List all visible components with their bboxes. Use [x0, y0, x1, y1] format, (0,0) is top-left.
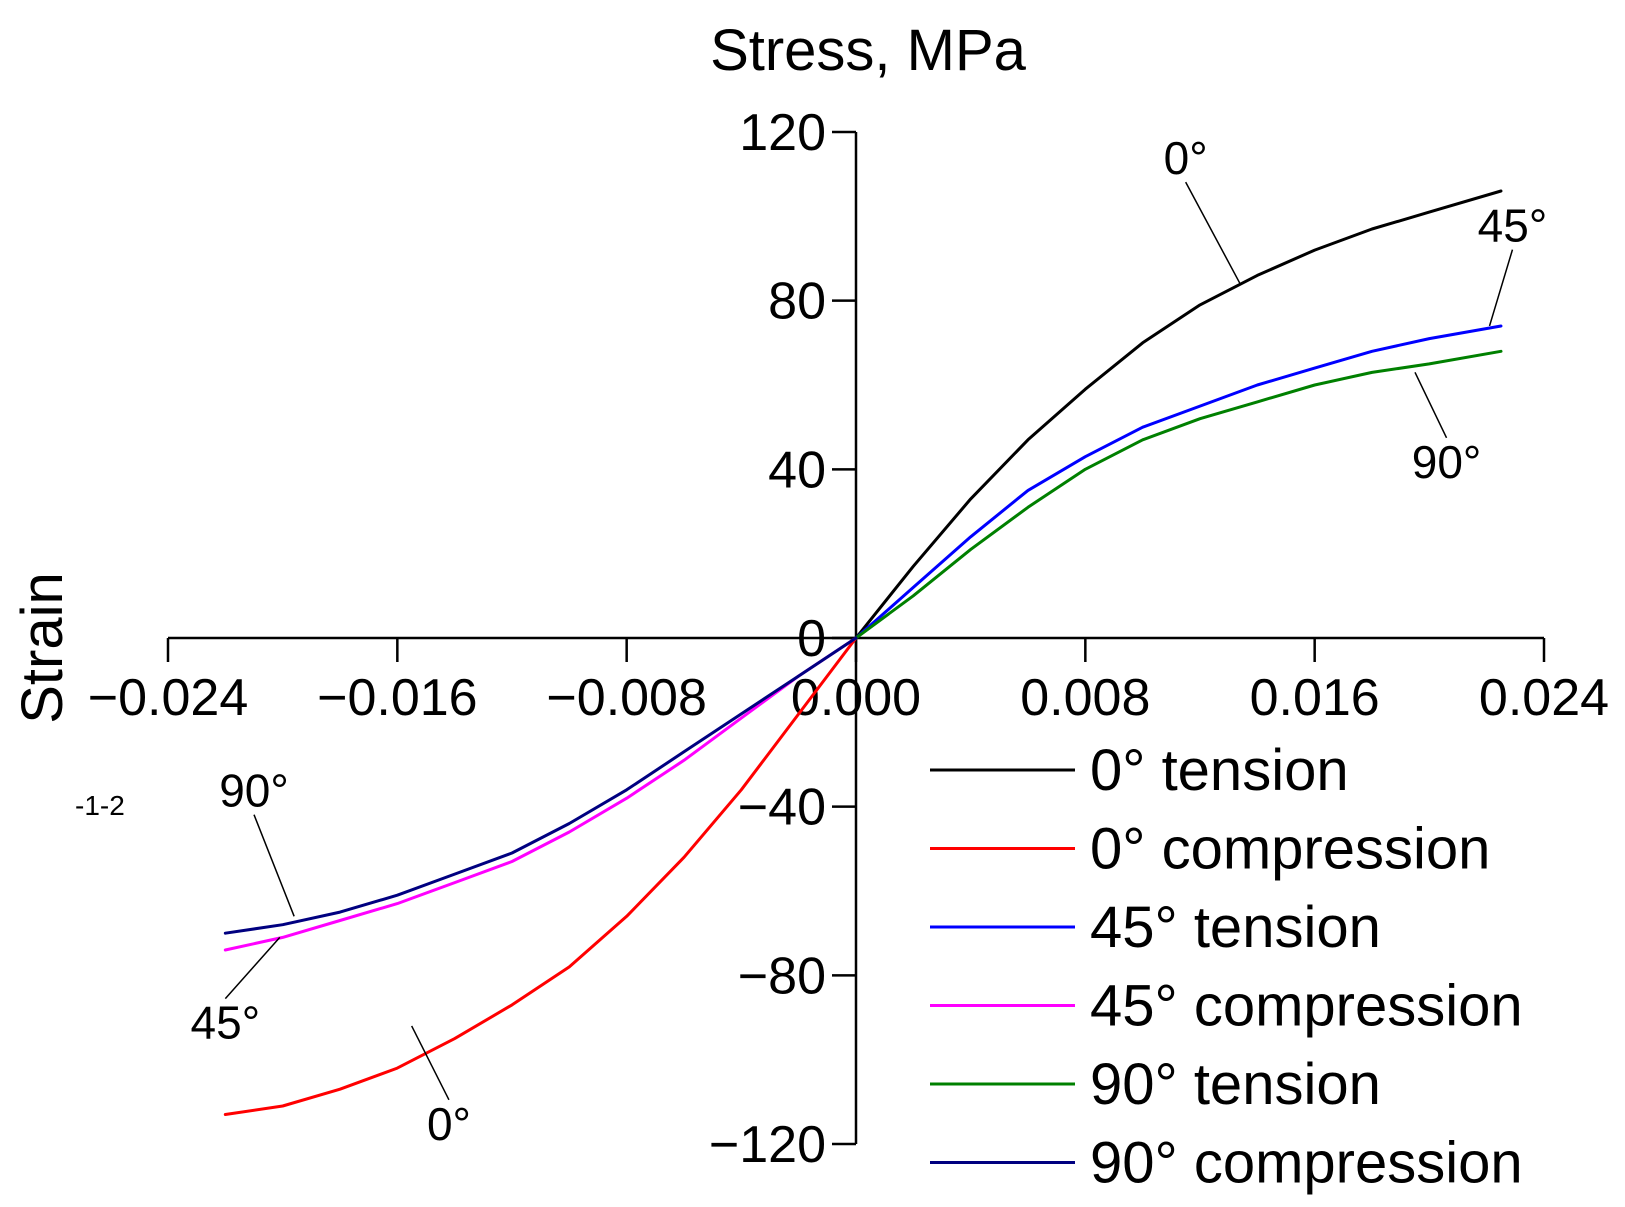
y-tick-label: −80 [738, 947, 826, 1005]
legend-label: 90° tension [1090, 1052, 1381, 1117]
axes: −0.024 −0.016 −0.008 0.000 0.008 0.016 0.024 12… [88, 104, 1609, 1174]
stray-label: -1-2 [75, 790, 125, 821]
annotation-label: 45° [1478, 200, 1548, 252]
series-line-5 [854, 349, 1503, 640]
y-tick-label: 80 [768, 273, 826, 331]
x-tick-label: 0.024 [1479, 669, 1609, 727]
series-layer [223, 189, 1503, 1116]
x-tick-label: −0.016 [317, 669, 478, 727]
series-line-3 [854, 324, 1503, 640]
y-tick-label: 40 [768, 441, 826, 499]
annotation-label: 45° [191, 997, 261, 1049]
annotation-leader [224, 936, 281, 1000]
annotation-leader [1185, 181, 1241, 285]
series-line-2 [223, 636, 858, 1116]
annotation-layer: 0° 45° 90° 90° 45° 0° [191, 132, 1548, 1150]
x-axis-title: Strain [10, 572, 75, 724]
series-line-4 [223, 636, 858, 952]
annotation-label: 90° [1412, 436, 1482, 488]
y-tick-label: −120 [709, 1116, 826, 1174]
x-tick-label: −0.008 [546, 669, 707, 727]
legend-label: 45° tension [1090, 895, 1381, 960]
series-line-6 [223, 636, 858, 935]
y-tick-label: −40 [738, 779, 826, 837]
y-tick-label: 120 [739, 104, 826, 162]
y-axis-title: Stress, MPa [710, 18, 1027, 83]
y-tick-label: 0 [797, 610, 826, 668]
annotation-label: 0° [427, 1098, 471, 1150]
legend-label: 90° compression [1090, 1131, 1523, 1196]
series-line-1 [854, 189, 1503, 640]
annotation-leader [253, 814, 295, 917]
annotation-label: 0° [1164, 132, 1208, 184]
annotation-leader [410, 1025, 450, 1101]
annotation-leader [1414, 372, 1448, 439]
legend-label: 45° compression [1090, 974, 1523, 1039]
x-tick-label: 0.016 [1250, 669, 1380, 727]
annotation-leader [1488, 249, 1514, 327]
annotation-label: 90° [219, 765, 289, 817]
legend: 0° tension 0° compression 45° tension 45° c… [930, 738, 1523, 1196]
legend-label: 0° tension [1090, 738, 1349, 803]
x-tick-label: −0.024 [88, 669, 249, 727]
legend-label: 0° compression [1090, 817, 1490, 882]
x-tick-label: 0.000 [791, 669, 921, 727]
x-tick-label: 0.008 [1020, 669, 1150, 727]
